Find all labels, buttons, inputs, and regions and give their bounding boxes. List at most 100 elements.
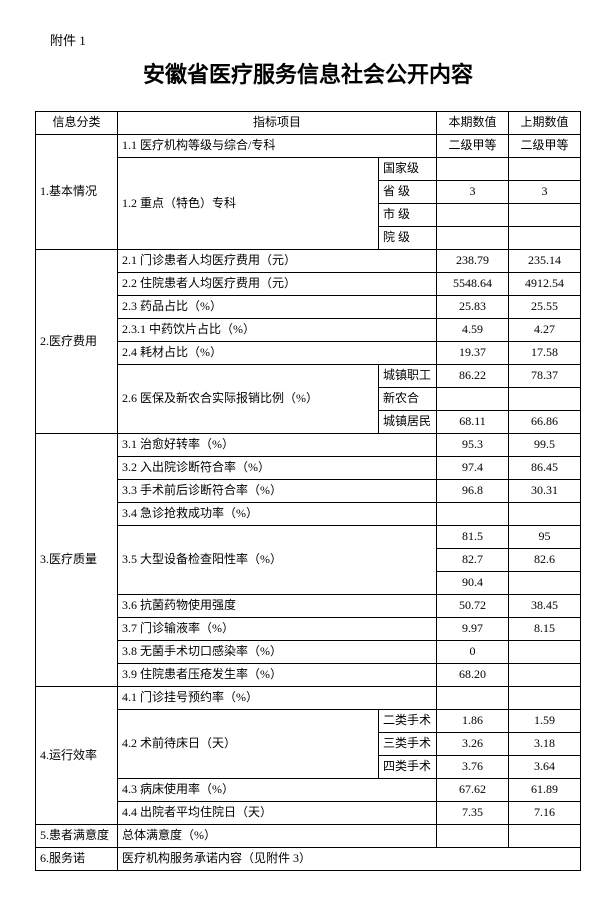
value-cell: 95	[509, 526, 581, 549]
value-cell: 78.37	[509, 365, 581, 388]
indicator-cell: 4.1 门诊挂号预约率（%）	[118, 687, 437, 710]
value-cell: 8.15	[509, 618, 581, 641]
cat5-label: 5.患者满意度	[36, 825, 118, 848]
attachment-label: 附件 1	[50, 30, 581, 49]
cat3-label: 3.医疗质量	[36, 434, 118, 687]
sub-cell: 新农合	[378, 388, 436, 411]
sub-cell: 市 级	[378, 204, 436, 227]
table-row: 2.3 药品占比（%） 25.83 25.55	[36, 296, 581, 319]
value-cell: 3.64	[509, 756, 581, 779]
header-indicator: 指标项目	[118, 112, 437, 135]
value-cell	[509, 687, 581, 710]
value-cell	[437, 503, 509, 526]
value-cell: 68.11	[437, 411, 509, 434]
indicator-cell: 4.2 术前待床日（天）	[118, 710, 379, 779]
value-cell: 67.62	[437, 779, 509, 802]
value-cell: 86.45	[509, 457, 581, 480]
value-cell: 235.14	[509, 250, 581, 273]
value-cell: 90.4	[437, 572, 509, 595]
indicator-cell: 3.7 门诊输液率（%）	[118, 618, 437, 641]
value-cell: 0	[437, 641, 509, 664]
indicator-cell: 1.2 重点（特色）专科	[118, 158, 379, 250]
indicator-cell: 3.8 无菌手术切口感染率（%）	[118, 641, 437, 664]
table-row: 4.运行效率 4.1 门诊挂号预约率（%）	[36, 687, 581, 710]
value-cell: 4.27	[509, 319, 581, 342]
value-cell: 二级甲等	[437, 135, 509, 158]
table-row: 3.6 抗菌药物使用强度 50.72 38.45	[36, 595, 581, 618]
sub-cell: 城镇居民	[378, 411, 436, 434]
indicator-cell: 2.1 门诊患者人均医疗费用（元）	[118, 250, 437, 273]
value-cell: 25.83	[437, 296, 509, 319]
value-cell: 7.35	[437, 802, 509, 825]
value-cell: 3	[509, 181, 581, 204]
value-cell	[509, 664, 581, 687]
value-cell: 3.18	[509, 733, 581, 756]
sub-cell: 省 级	[378, 181, 436, 204]
table-row: 2.医疗费用 2.1 门诊患者人均医疗费用（元） 238.79 235.14	[36, 250, 581, 273]
value-cell: 38.45	[509, 595, 581, 618]
indicator-cell: 2.3 药品占比（%）	[118, 296, 437, 319]
value-cell: 97.4	[437, 457, 509, 480]
sub-cell: 国家级	[378, 158, 436, 181]
indicator-cell: 3.3 手术前后诊断符合率（%）	[118, 480, 437, 503]
value-cell: 5548.64	[437, 273, 509, 296]
table-row: 5.患者满意度 总体满意度（%）	[36, 825, 581, 848]
value-cell	[437, 825, 509, 848]
indicator-cell: 2.2 住院患者人均医疗费用（元）	[118, 273, 437, 296]
value-cell: 3	[437, 181, 509, 204]
value-cell: 66.86	[509, 411, 581, 434]
indicator-cell: 医疗机构服务承诺内容（见附件 3）	[118, 848, 581, 871]
cat2-label: 2.医疗费用	[36, 250, 118, 434]
value-cell	[437, 204, 509, 227]
sub-cell: 院 级	[378, 227, 436, 250]
value-cell: 68.20	[437, 664, 509, 687]
table-row: 6.服务诺 医疗机构服务承诺内容（见附件 3）	[36, 848, 581, 871]
indicator-cell: 3.2 入出院诊断符合率（%）	[118, 457, 437, 480]
value-cell: 7.16	[509, 802, 581, 825]
value-cell: 二级甲等	[509, 135, 581, 158]
table-row: 2.2 住院患者人均医疗费用（元） 5548.64 4912.54	[36, 273, 581, 296]
main-table: 信息分类 指标项目 本期数值 上期数值 1.基本情况 1.1 医疗机构等级与综合…	[35, 111, 581, 871]
table-row: 2.6 医保及新农合实际报销比例（%） 城镇职工 86.22 78.37	[36, 365, 581, 388]
table-row: 3.医疗质量 3.1 治愈好转率（%） 95.3 99.5	[36, 434, 581, 457]
indicator-cell: 3.6 抗菌药物使用强度	[118, 595, 437, 618]
value-cell	[437, 227, 509, 250]
table-row: 2.4 耗材占比（%） 19.37 17.58	[36, 342, 581, 365]
value-cell: 9.97	[437, 618, 509, 641]
table-row: 4.3 病床使用率（%） 67.62 61.89	[36, 779, 581, 802]
value-cell: 3.76	[437, 756, 509, 779]
table-row: 1.基本情况 1.1 医疗机构等级与综合/专科 二级甲等 二级甲等	[36, 135, 581, 158]
indicator-cell: 2.3.1 中药饮片占比（%）	[118, 319, 437, 342]
table-row: 3.2 入出院诊断符合率（%） 97.4 86.45	[36, 457, 581, 480]
indicator-cell: 4.4 出院者平均住院日（天）	[118, 802, 437, 825]
value-cell: 81.5	[437, 526, 509, 549]
sub-cell: 三类手术	[378, 733, 436, 756]
cat1-label: 1.基本情况	[36, 135, 118, 250]
indicator-cell: 总体满意度（%）	[118, 825, 437, 848]
header-row: 信息分类 指标项目 本期数值 上期数值	[36, 112, 581, 135]
value-cell	[437, 158, 509, 181]
table-row: 4.4 出院者平均住院日（天） 7.35 7.16	[36, 802, 581, 825]
value-cell: 82.7	[437, 549, 509, 572]
table-row: 3.3 手术前后诊断符合率（%） 96.8 30.31	[36, 480, 581, 503]
table-row: 1.2 重点（特色）专科 国家级	[36, 158, 581, 181]
value-cell	[509, 641, 581, 664]
indicator-cell: 3.1 治愈好转率（%）	[118, 434, 437, 457]
value-cell: 4.59	[437, 319, 509, 342]
table-row: 3.4 急诊抢救成功率（%）	[36, 503, 581, 526]
table-row: 2.3.1 中药饮片占比（%） 4.59 4.27	[36, 319, 581, 342]
value-cell	[509, 227, 581, 250]
value-cell: 1.86	[437, 710, 509, 733]
indicator-cell: 4.3 病床使用率（%）	[118, 779, 437, 802]
cat6-label: 6.服务诺	[36, 848, 118, 871]
value-cell: 82.6	[509, 549, 581, 572]
value-cell	[509, 158, 581, 181]
value-cell: 50.72	[437, 595, 509, 618]
value-cell	[509, 388, 581, 411]
value-cell	[437, 388, 509, 411]
indicator-cell: 2.4 耗材占比（%）	[118, 342, 437, 365]
sub-cell: 城镇职工	[378, 365, 436, 388]
cat4-label: 4.运行效率	[36, 687, 118, 825]
value-cell: 19.37	[437, 342, 509, 365]
value-cell: 238.79	[437, 250, 509, 273]
